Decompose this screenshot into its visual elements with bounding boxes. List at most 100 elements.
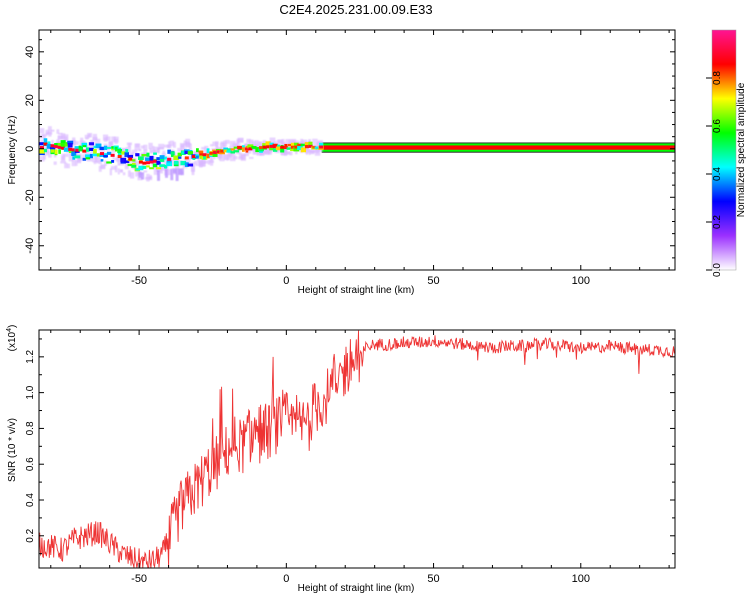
spectral-peak <box>209 151 214 155</box>
halo-cell <box>216 146 223 150</box>
spectral-cell <box>167 149 171 154</box>
snr-x-axis-label: Height of straight line (km) <box>298 583 415 594</box>
halo-cell <box>177 147 183 152</box>
halo-cell <box>100 164 106 170</box>
halo-cell <box>189 142 192 145</box>
spectral-cell <box>93 148 97 154</box>
halo-cell <box>76 153 83 157</box>
spectral-cell <box>297 143 303 148</box>
snr-y-axis-label: SNR (10 * v/v) <box>7 418 18 482</box>
halo-cell <box>68 153 74 158</box>
spectrogram-x-axis-label: Height of straight line (km) <box>298 285 415 296</box>
spectral-cell <box>206 153 210 159</box>
spectral-cell <box>127 163 133 167</box>
spectral-cell <box>312 145 316 149</box>
halo-cell <box>223 154 226 161</box>
spectral-cell <box>314 146 321 149</box>
halo-cell <box>241 154 246 160</box>
halo-cell <box>184 157 191 164</box>
spectral-cell <box>106 161 112 164</box>
halo-cell <box>252 147 256 155</box>
spectral-peak <box>54 145 59 149</box>
halo-cell <box>203 148 209 154</box>
spectral-cell <box>117 149 123 154</box>
spectral-peak <box>191 155 196 159</box>
band-core <box>321 145 675 150</box>
halo-cell <box>127 170 131 177</box>
halo-cell <box>177 162 182 166</box>
halo-cell <box>312 138 318 145</box>
spectral-peak <box>290 145 295 149</box>
spectral-peak <box>138 160 143 164</box>
spectral-cell <box>156 160 161 165</box>
spectral-cell <box>184 151 189 155</box>
halo-cell <box>155 168 162 172</box>
spectral-cell <box>95 143 102 149</box>
halo-cell <box>140 145 145 149</box>
spectral-peak <box>82 149 87 153</box>
halo-cell <box>150 149 157 154</box>
halo-cell <box>69 151 73 156</box>
halo-cell <box>72 137 76 142</box>
spectrogram-frame <box>38 29 676 271</box>
spectral-cell <box>111 147 114 151</box>
spectral-cell <box>145 157 151 162</box>
spectral-cell <box>111 159 115 163</box>
spectral-cell <box>47 141 51 146</box>
spectral-cell <box>198 150 204 154</box>
halo-cell <box>50 129 55 132</box>
spectral-cell <box>64 143 69 147</box>
snr-series-line <box>39 330 675 568</box>
halo-cell <box>92 136 98 141</box>
halo-cell <box>105 136 111 141</box>
halo-cell <box>64 162 68 169</box>
spectral-cell <box>192 157 196 160</box>
spectral-peak <box>128 157 133 161</box>
halo-cell <box>134 161 140 166</box>
halo-cell <box>39 155 45 162</box>
spectral-cell <box>60 142 66 147</box>
spectral-peak <box>61 146 66 150</box>
halo-cell <box>121 156 127 159</box>
spectral-cell <box>308 141 313 146</box>
halo-cell <box>243 153 249 157</box>
spectral-cell <box>74 155 81 159</box>
halo-cell <box>51 139 54 146</box>
spectral-peak <box>244 147 249 151</box>
halo-cell <box>254 140 259 146</box>
halo-cell <box>45 148 49 153</box>
halo-cell <box>110 166 117 170</box>
spectral-cell <box>99 146 105 151</box>
halo-cell <box>177 159 183 163</box>
halo-cell <box>267 150 272 154</box>
spectral-cell <box>49 147 56 150</box>
spectral-cell <box>300 147 307 153</box>
spectrogram-y-tick-label: 40 <box>24 46 36 58</box>
spectrogram-y-tick-label: -20 <box>24 189 36 205</box>
halo-cell <box>317 140 323 145</box>
halo-cell <box>162 150 166 155</box>
spectral-peak <box>262 145 267 149</box>
spectral-cell <box>156 167 162 170</box>
spectral-cell <box>173 155 180 160</box>
spectral-cell <box>86 147 90 152</box>
spectral-cell <box>43 138 48 144</box>
spectral-peak <box>142 161 147 165</box>
spectral-cell <box>181 150 186 155</box>
halo-cell <box>199 160 203 166</box>
halo-cell <box>246 138 251 143</box>
halo-cell <box>195 163 202 167</box>
halo-cell <box>219 154 225 162</box>
spectral-peak <box>280 145 285 149</box>
spectral-cell <box>237 145 243 150</box>
spectral-peak <box>273 145 278 149</box>
halo-cell <box>251 141 257 146</box>
snr-panel: -50 0 50 100 0.2 0.4 0.6 0.8 1.0 1.2 Height of st… <box>6 325 676 594</box>
spectral-cell <box>103 155 108 158</box>
spectral-cell <box>149 167 154 170</box>
spectral-cell <box>286 147 292 150</box>
spectral-cell <box>262 143 267 146</box>
spectral-cell <box>159 164 165 167</box>
halo-cell <box>137 176 143 181</box>
spectral-cell <box>297 146 303 151</box>
